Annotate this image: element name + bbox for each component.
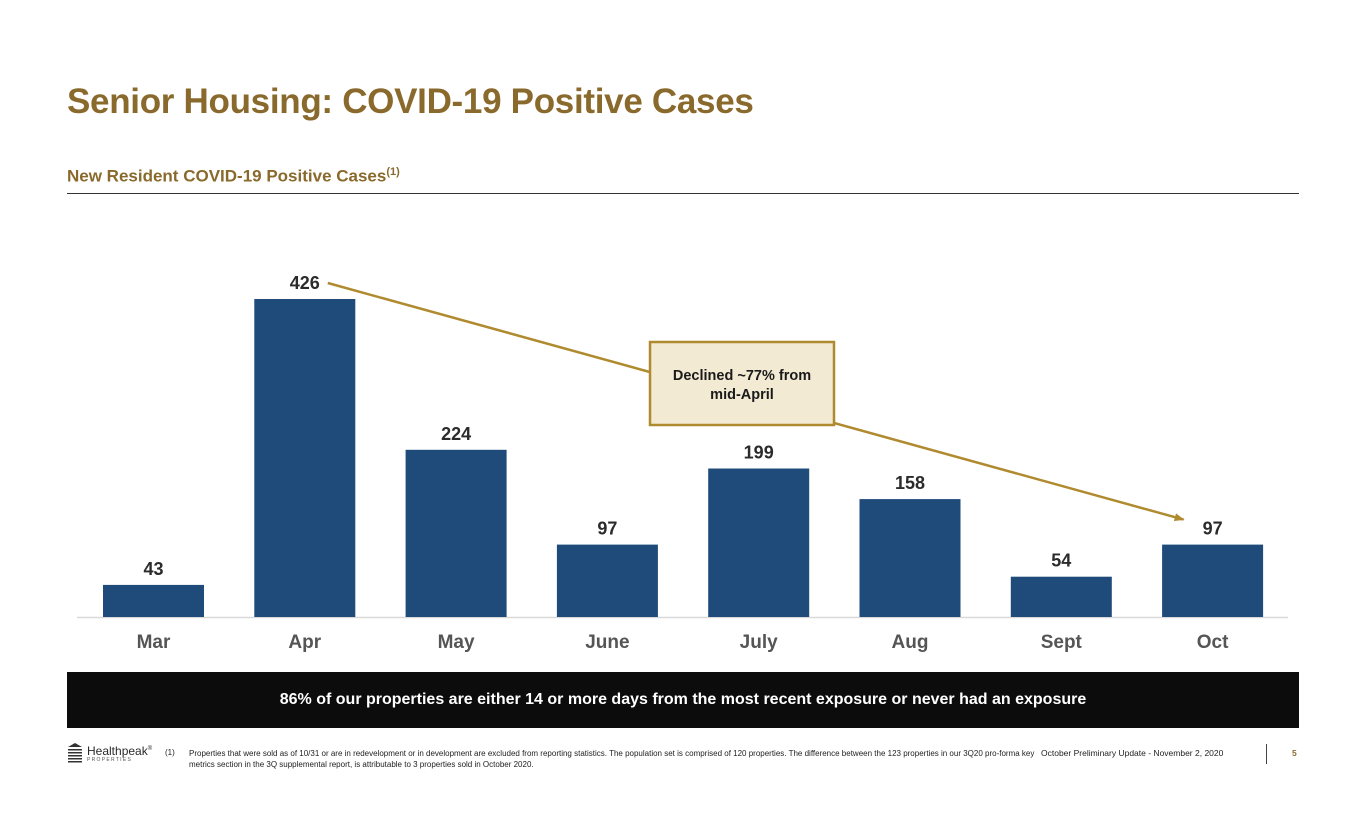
category-label-oct: Oct — [1197, 632, 1229, 653]
bar-sept — [1010, 576, 1112, 617]
value-label-july: 199 — [744, 443, 774, 463]
value-labels: 43 426 224 97 199 158 54 97 — [143, 273, 1222, 579]
category-label-july: July — [740, 632, 778, 653]
value-label-may: 224 — [441, 424, 471, 444]
page-title: Senior Housing: COVID-19 Positive Cases — [67, 82, 754, 121]
footer-divider — [1266, 744, 1267, 764]
footnote-number: (1) — [165, 748, 175, 757]
category-label-apr: Apr — [288, 632, 321, 653]
decline-annotation: Declined ~77% from mid-April — [327, 281, 1185, 522]
bar-apr — [254, 299, 356, 617]
value-label-mar: 43 — [143, 559, 163, 579]
value-label-apr: 426 — [290, 273, 320, 293]
category-label-aug: Aug — [892, 632, 929, 653]
bar-july — [708, 468, 810, 617]
annotation-text-line1: Declined ~77% from — [673, 368, 811, 384]
page-number: 5 — [1292, 748, 1297, 758]
value-label-sept: 54 — [1051, 551, 1071, 571]
value-label-oct: 97 — [1203, 519, 1223, 539]
trademark-mark: ® — [147, 745, 153, 752]
chart-subtitle-text: New Resident COVID-19 Positive Cases — [67, 166, 387, 186]
header-divider — [67, 193, 1299, 194]
bar-aug — [859, 499, 961, 617]
company-logo: Healthpeak® PROPERTIES — [67, 742, 152, 764]
chart-subtitle: New Resident COVID-19 Positive Cases(1) — [67, 166, 400, 187]
category-label-sept: Sept — [1041, 632, 1083, 653]
brand-name: Healthpeak® — [87, 744, 152, 757]
category-label-june: June — [585, 632, 629, 653]
summary-banner: 86% of our properties are either 14 or m… — [67, 672, 1299, 728]
value-label-aug: 158 — [895, 473, 925, 493]
brand-subtitle: PROPERTIES — [87, 756, 133, 763]
value-label-june: 97 — [597, 519, 617, 539]
bar-series — [103, 299, 1264, 617]
summary-banner-text: 86% of our properties are either 14 or m… — [279, 691, 1087, 708]
category-labels: Mar Apr May June July Aug Sept Oct — [137, 632, 1230, 653]
bar-may — [405, 449, 507, 617]
brand-name-text: Healthpeak — [87, 743, 148, 758]
bar-june — [556, 544, 658, 617]
category-label-may: May — [438, 632, 475, 653]
bar-oct — [1162, 544, 1264, 617]
update-label: October Preliminary Update - November 2,… — [1041, 748, 1224, 758]
footnote-text: Properties that were sold as of 10/31 or… — [189, 749, 1035, 769]
category-label-mar: Mar — [137, 632, 171, 653]
annotation-box — [648, 340, 836, 427]
bar-mar — [103, 584, 204, 617]
footnote-marker: (1) — [386, 166, 400, 178]
annotation-text-line2: mid-April — [710, 387, 774, 403]
building-icon — [68, 743, 82, 763]
